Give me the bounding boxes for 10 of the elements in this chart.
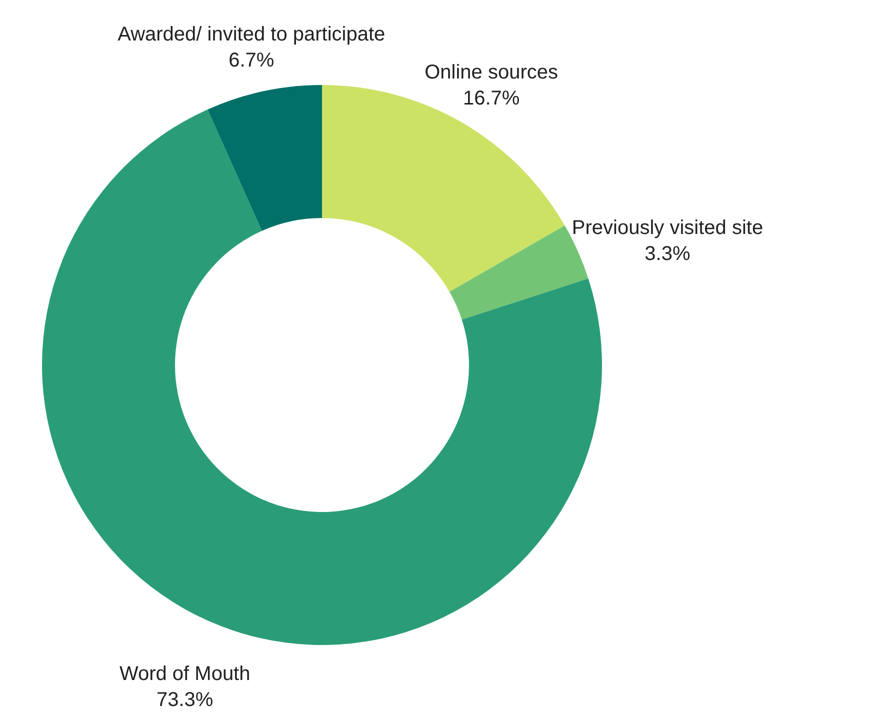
data-label: 6.7% <box>228 49 274 72</box>
slice-label: Online sources <box>424 61 558 84</box>
data-label: 16.7% <box>462 87 520 110</box>
slice-label: Awarded/ invited to participate <box>118 23 386 46</box>
slice-label: Previously visited site <box>572 216 764 239</box>
slice-label: Word of Mouth <box>119 662 250 685</box>
data-label: 73.3% <box>156 688 214 711</box>
data-label: 3.3% <box>644 242 690 265</box>
donut-slice <box>208 85 322 231</box>
donut-slice <box>322 85 565 292</box>
